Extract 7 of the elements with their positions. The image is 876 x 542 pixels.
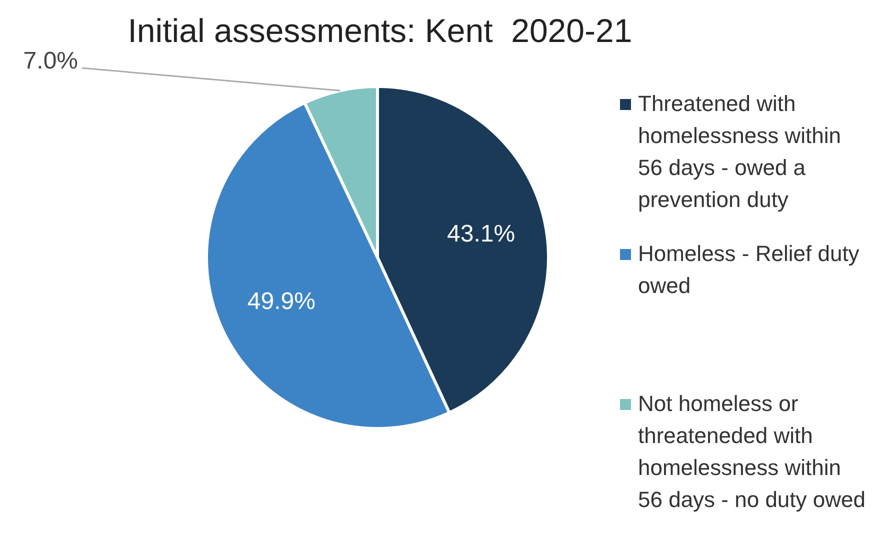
legend-label: Homeless - Relief duty owed bbox=[638, 241, 860, 298]
chart-title: Initial assessments: Kent 2020-21 bbox=[128, 12, 632, 49]
legend-label: Not homeless or threateneded with homelessness within 56 days - no duty owed bbox=[638, 391, 866, 512]
data-label: 43.1% bbox=[447, 220, 516, 248]
data-label: 7.0% bbox=[23, 48, 78, 75]
data-label: 49.9% bbox=[247, 288, 316, 315]
legend-label: Threatened with homelessness within 56 days - owed a prevention duty bbox=[638, 91, 841, 212]
